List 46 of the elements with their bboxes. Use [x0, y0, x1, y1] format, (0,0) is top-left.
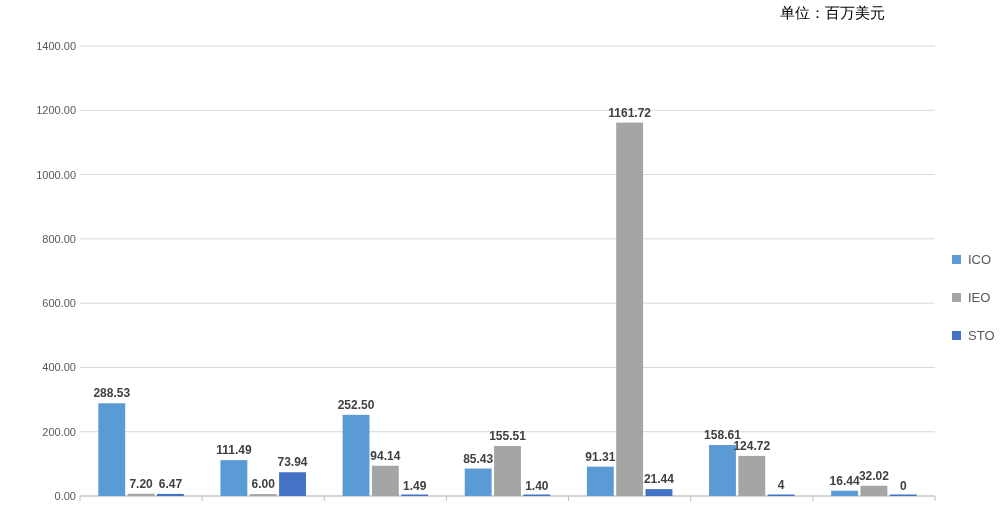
data-label: 7.20 — [129, 476, 154, 491]
legend-label: IEO — [968, 290, 991, 305]
data-label: 16.44 — [829, 473, 860, 488]
y-tick-label: 400.00 — [42, 361, 76, 374]
data-label: 1.49 — [402, 478, 427, 493]
data-label: 21.44 — [643, 472, 675, 487]
data-label: 91.31 — [585, 449, 616, 464]
legend-label: STO — [968, 328, 995, 343]
data-label: 252.50 — [337, 397, 375, 412]
data-label: 1161.72 — [608, 105, 652, 120]
bar — [494, 446, 521, 496]
bar — [586, 466, 614, 496]
bar — [156, 493, 184, 496]
text: 单位：百万美元 — [780, 4, 885, 21]
data-label: 1.40 — [525, 478, 549, 493]
y-tick-label: 0.00 — [54, 490, 76, 502]
y-tick-label: 1000.00 — [36, 168, 76, 181]
data-label: 85.43 — [463, 451, 494, 466]
y-tick-label: 800.00 — [42, 232, 76, 245]
data-label: 124.72 — [733, 438, 771, 453]
data-label: 155.51 — [489, 429, 527, 444]
bar — [860, 485, 888, 496]
bar — [371, 465, 399, 496]
bar — [279, 472, 306, 496]
bar — [645, 489, 673, 496]
legend-label: ICO — [968, 252, 992, 267]
data-label: 73.94 — [277, 455, 308, 470]
bar — [342, 414, 370, 496]
bar — [709, 445, 736, 496]
data-label: 94.14 — [370, 448, 401, 463]
bar — [464, 468, 492, 496]
y-tick-label: 200.00 — [42, 425, 76, 438]
y-tick-label: 600.00 — [42, 297, 76, 310]
data-label: 6.47 — [158, 476, 183, 491]
data-label: 4 — [777, 477, 785, 492]
data-label: 111.49 — [216, 443, 252, 458]
data-label: 0 — [899, 479, 907, 493]
data-label: 288.53 — [93, 386, 131, 401]
bar — [831, 490, 859, 496]
bar — [738, 455, 766, 496]
bar — [220, 460, 248, 496]
data-label: 6.00 — [251, 477, 276, 492]
bar — [616, 122, 644, 496]
y-tick-label: 1400.00 — [36, 40, 76, 52]
y-tick-label: 1200.00 — [36, 104, 76, 117]
bar — [98, 403, 126, 496]
